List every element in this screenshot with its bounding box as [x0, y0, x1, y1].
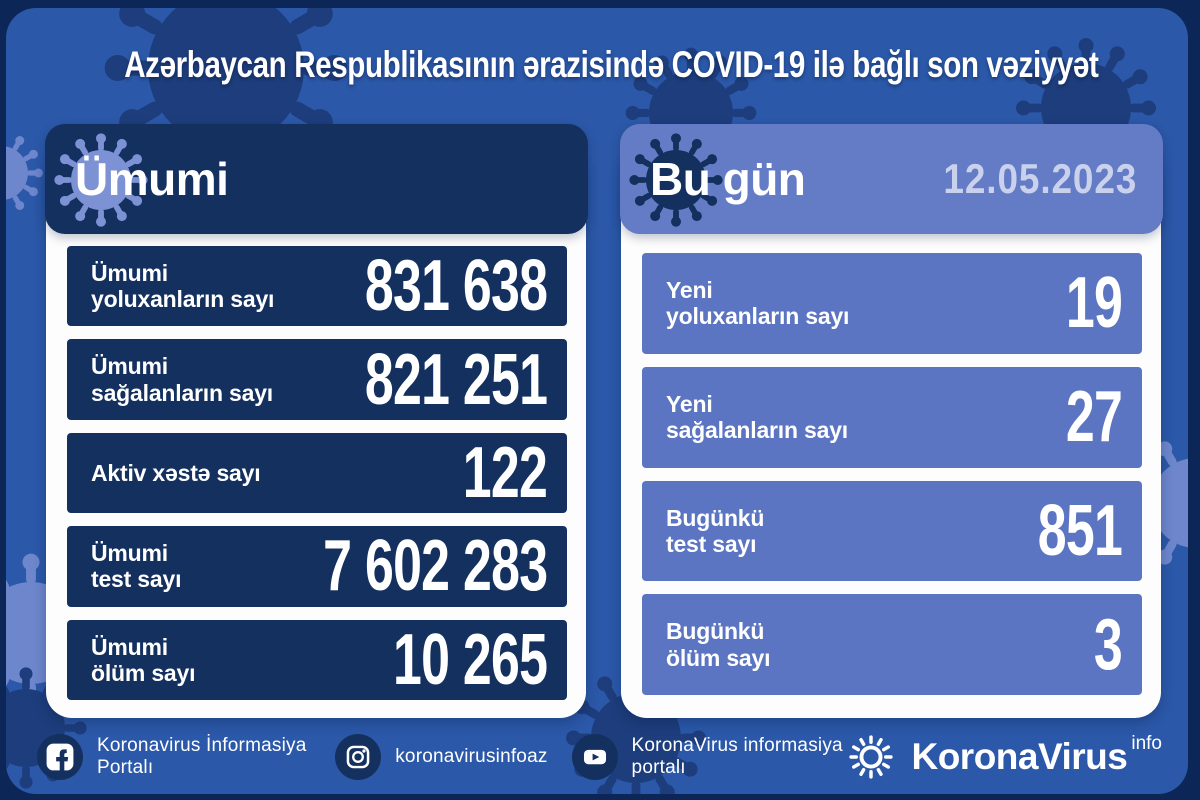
today-panel: Bu gün 12.05.2023 Yeni yoluxanların sayı… — [620, 124, 1163, 718]
stat-row-total-recovered: Ümumi sağalanların sayı 821 251 — [67, 339, 567, 420]
total-panel-header: Ümumi — [45, 124, 588, 234]
today-panel-header: Bu gün 12.05.2023 — [620, 124, 1163, 234]
brand-logo: KoronaVirus info — [845, 731, 1162, 783]
stat-label: Bugünkü test sayı — [666, 504, 765, 557]
brand-superscript: info — [1131, 733, 1162, 754]
report-date: 12.05.2023 — [943, 155, 1137, 202]
stat-label: Bugünkü ölüm sayı — [666, 618, 771, 671]
stat-row-today-deaths: Bugünkü ölüm sayı 3 — [642, 594, 1142, 695]
facebook-account: Koronavirus İnformasiya Portalı — [37, 734, 311, 780]
infographic-canvas: Azərbaycan Respublikasının ərazisində CO… — [6, 8, 1188, 794]
stat-row-today-tests: Bugünkü test sayı 851 — [642, 480, 1142, 582]
stat-row-new-infected: Yeni yoluxanların sayı 19 — [642, 253, 1142, 354]
stat-value: 27 — [1065, 377, 1123, 458]
youtube-icon — [571, 734, 618, 780]
stat-value: 122 — [462, 433, 548, 514]
today-rows: Yeni yoluxanların sayı 19 Yeni sağalanla… — [642, 253, 1142, 695]
brand-name: KoronaVirus — [911, 736, 1128, 777]
stat-value: 19 — [1065, 263, 1123, 344]
stat-label: Ümumi sağalanların sayı — [91, 353, 273, 406]
stat-label: Yeni yoluxanların sayı — [666, 277, 850, 330]
total-rows: Ümumi yoluxanların sayı 831 638 Ümumi sa… — [67, 246, 567, 701]
stat-row-total-deaths: Ümumi ölüm sayı 10 265 — [67, 619, 567, 701]
facebook-icon — [37, 734, 83, 780]
stat-label: Ümumi yoluxanların sayı — [91, 259, 275, 313]
stat-row-active-cases: Aktiv xəstə sayı 122 — [67, 432, 567, 514]
stat-label: Ümumi test sayı — [91, 540, 182, 593]
stat-value: 831 638 — [364, 246, 548, 327]
stat-row-total-infected: Ümumi yoluxanların sayı 831 638 — [67, 246, 567, 327]
stat-value: 10 265 — [392, 619, 548, 700]
stat-value: 821 251 — [364, 339, 548, 420]
virus-logo-icon — [845, 731, 897, 783]
stat-value: 851 — [1037, 490, 1123, 571]
stat-value: 7 602 283 — [322, 526, 548, 607]
instagram-icon — [335, 734, 382, 780]
stat-row-new-recovered: Yeni sağalanların sayı 27 — [642, 366, 1142, 468]
facebook-label: Koronavirus İnformasiya Portalı — [97, 735, 307, 778]
today-panel-body: Yeni yoluxanların sayı 19 Yeni sağalanla… — [621, 148, 1161, 718]
stat-value: 3 — [1093, 604, 1123, 685]
stat-label: Yeni sağalanların sayı — [666, 390, 848, 444]
today-panel-title: Bu gün — [650, 153, 806, 205]
total-panel-body: Ümumi yoluxanların sayı 831 638 Ümumi sa… — [46, 148, 586, 718]
stat-label: Aktiv xəstə sayı — [91, 459, 261, 486]
youtube-account: KoronaVirus informasiya portalı — [571, 734, 846, 780]
instagram-account: koronavirusinfoaz — [335, 734, 547, 780]
stat-label: Ümumi ölüm sayı — [91, 633, 196, 686]
total-panel: Ümumi Ümumi yoluxanların sayı 831 638 Üm… — [45, 124, 588, 718]
stat-row-total-tests: Ümumi test sayı 7 602 283 — [67, 526, 567, 607]
instagram-label: koronavirusinfoaz — [395, 746, 548, 767]
youtube-label: KoronaVirus informasiya portalı — [631, 735, 843, 778]
virus-icon — [6, 128, 46, 218]
page-title: Azərbaycan Respublikasının ərazisində CO… — [124, 44, 1099, 85]
footer: Koronavirus İnformasiya Portalı koronavi… — [6, 728, 1188, 786]
total-panel-title: Ümumi — [75, 153, 229, 205]
